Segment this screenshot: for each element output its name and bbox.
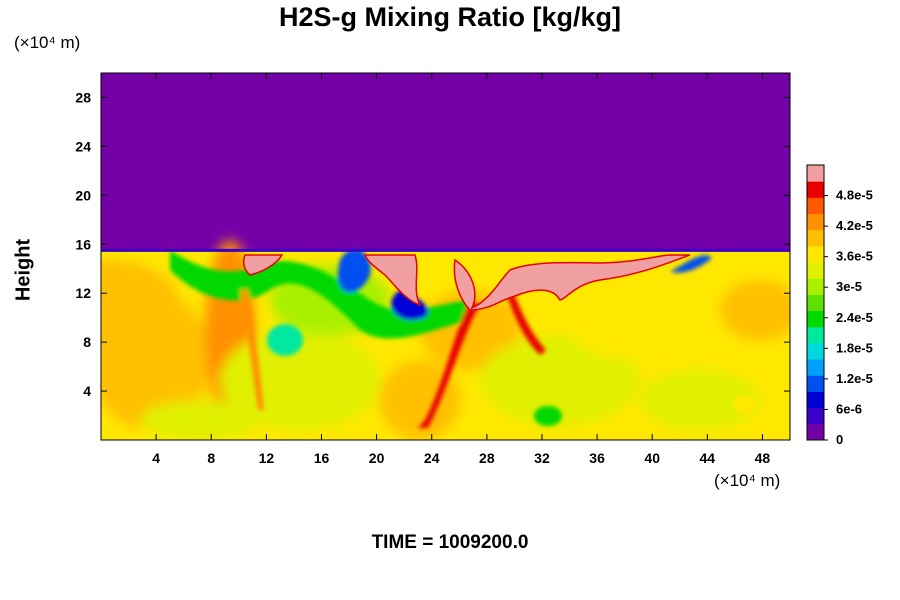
x-tick-label-3: 16 <box>314 450 330 466</box>
colorbar: 0 6e-6 1.2e-5 1.8e-5 2.4e-5 3e-5 3.6e-5 4.2e-5 4… <box>806 164 873 447</box>
chart-title: H2S-g Mixing Ratio [kg/kg] <box>278 2 621 32</box>
streamer-red-2 <box>505 288 546 355</box>
y-tick-label-2: 12 <box>75 285 91 301</box>
time-label: TIME = 1009200.0 <box>371 532 529 553</box>
field-blob-11 <box>140 400 260 440</box>
plume-group <box>101 248 790 311</box>
field-blob-10 <box>380 360 460 440</box>
colorbar-swatch-5 <box>807 342 824 360</box>
eddy-blue-2 <box>391 290 429 320</box>
y-tick-label-0: 4 <box>83 383 91 399</box>
field-blob-8 <box>640 370 760 430</box>
low-eddy <box>534 406 562 426</box>
colorbar-swatch-2 <box>807 391 824 409</box>
x-axis-ticks: 4 8 12 16 20 24 28 32 36 40 44 48 <box>152 73 770 466</box>
colorbar-swatch-12 <box>807 229 824 247</box>
x-tick-label-9: 40 <box>644 450 660 466</box>
colorbar-label-1: 6e-6 <box>836 401 862 416</box>
x-tick-label-0: 4 <box>152 450 160 466</box>
x-tick-label-10: 44 <box>700 450 716 466</box>
plot-frame <box>100 72 791 441</box>
streamer-orange <box>240 290 264 410</box>
colorbar-swatch-11 <box>807 245 824 263</box>
colorbar-swatch-16 <box>807 165 824 182</box>
x-tick-label-6: 28 <box>479 450 495 466</box>
colorbar-swatch-13 <box>807 213 824 231</box>
colorbar-label-0: 0 <box>836 432 843 447</box>
colorbar-swatch-14 <box>807 197 824 215</box>
colorbar-swatch-8 <box>807 294 824 312</box>
streamer-red-1 <box>418 300 480 428</box>
x-axis-unit-label: (×10⁴ m) <box>714 471 781 490</box>
y-tick-label-4: 20 <box>75 187 91 203</box>
plume-2 <box>363 254 422 307</box>
colorbar-swatch-1 <box>807 407 824 425</box>
colorbar-frame <box>806 164 825 441</box>
vortex-core <box>267 324 303 356</box>
eddy-blue-3 <box>670 255 712 273</box>
colorbar-swatch-7 <box>807 310 824 328</box>
colorbar-label-4: 2.4e-5 <box>836 310 873 325</box>
y-tick-label-1: 8 <box>83 334 91 350</box>
colorbar-label-3: 1.8e-5 <box>836 340 873 355</box>
field-blob-9 <box>720 280 790 340</box>
field-variation-sharp <box>170 249 757 428</box>
colorbar-swatch-15 <box>807 181 824 198</box>
y-axis-ticks: 4 8 12 16 20 24 28 <box>75 89 790 399</box>
colorbar-label-8: 4.8e-5 <box>836 188 873 203</box>
colorbar-swatch-3 <box>807 375 824 392</box>
colorbar-swatch-4 <box>807 359 824 376</box>
colorbar-label-5: 3e-5 <box>836 279 862 294</box>
x-tick-label-1: 8 <box>207 450 215 466</box>
vortex-band <box>170 250 470 339</box>
x-tick-label-8: 36 <box>589 450 605 466</box>
field-blob-7 <box>570 300 710 360</box>
x-tick-label-7: 32 <box>534 450 550 466</box>
x-tick-label-2: 12 <box>259 450 275 466</box>
y-tick-label-6: 28 <box>75 89 91 105</box>
plume-3 <box>453 254 691 311</box>
colorbar-label-2: 1.2e-5 <box>836 371 873 386</box>
eddy-blue-1 <box>337 249 371 293</box>
colorbar-label-7: 4.2e-5 <box>836 218 873 233</box>
colorbar-swatch-9 <box>807 278 824 295</box>
low-eddy-2 <box>733 395 757 415</box>
field-blob-6 <box>480 335 640 425</box>
y-axis-unit-label: (×10⁴ m) <box>14 33 81 52</box>
colorbar-swatch-6 <box>807 326 824 344</box>
x-tick-label-5: 24 <box>424 450 440 466</box>
colorbar-swatch-0 <box>807 423 824 441</box>
plume-1 <box>242 254 284 276</box>
colorbar-label-6: 3.6e-5 <box>836 249 873 264</box>
plot-area <box>101 73 790 440</box>
x-tick-label-11: 48 <box>755 450 771 466</box>
y-tick-label-5: 24 <box>75 138 91 154</box>
colorbar-swatch-10 <box>807 262 824 279</box>
x-tick-label-4: 20 <box>369 450 385 466</box>
field-blob-1 <box>101 290 210 430</box>
y-tick-label-3: 16 <box>75 236 91 252</box>
